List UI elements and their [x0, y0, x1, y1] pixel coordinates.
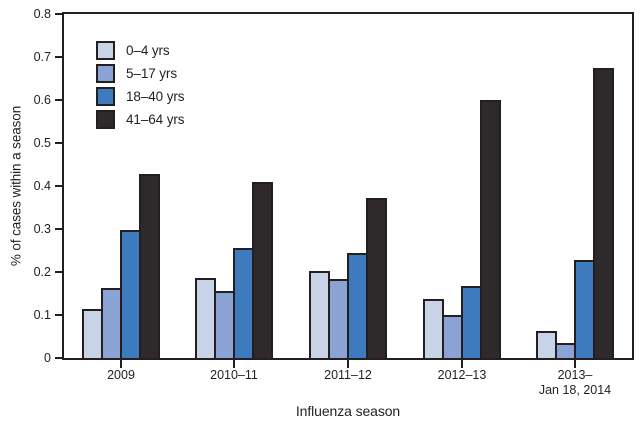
y-tick-label: 0.3 [33, 222, 51, 236]
y-tick-label: 0.5 [33, 136, 51, 150]
bar [593, 68, 614, 358]
x-tick [574, 360, 576, 368]
bar [252, 182, 273, 358]
x-tick-label: 2013– Jan 18, 2014 [538, 368, 612, 397]
y-tick [55, 357, 62, 359]
legend-label: 18–40 yrs [126, 89, 185, 104]
x-tick-label: 2012–13 [437, 368, 487, 382]
bar [574, 260, 595, 358]
y-tick [55, 56, 62, 58]
bar [461, 286, 482, 358]
bar-group [536, 68, 614, 358]
legend-label: 0–4 yrs [126, 43, 170, 58]
bar [233, 248, 254, 358]
y-tick [55, 228, 62, 230]
y-tick [55, 13, 62, 15]
x-tick-label: 2010–11 [210, 368, 258, 382]
bar [214, 291, 235, 358]
legend-swatch [96, 41, 115, 60]
y-tick-label: 0.1 [33, 308, 51, 322]
bar [120, 230, 141, 358]
legend-label: 5–17 yrs [126, 66, 177, 81]
y-tick [55, 99, 62, 101]
bar [442, 315, 463, 358]
y-tick-label: 0.8 [33, 7, 51, 21]
legend-item: 0–4 yrs [96, 41, 184, 60]
y-tick [55, 314, 62, 316]
legend-item: 18–40 yrs [96, 87, 184, 106]
bar [555, 343, 576, 358]
bar [347, 253, 368, 358]
x-tick [461, 360, 463, 368]
x-tick-label: 2011–12 [324, 368, 372, 382]
plot-area: 0–4 yrs 5–17 yrs 18–40 yrs 41–64 yrs 0 0.1 0.… [34, 7, 634, 397]
y-tick [55, 142, 62, 144]
bar [82, 309, 103, 358]
legend-item: 5–17 yrs [96, 64, 184, 83]
y-tick [55, 185, 62, 187]
y-tick-label: 0.6 [33, 93, 51, 107]
x-tick [233, 360, 235, 368]
bar [366, 198, 387, 358]
bar-group [195, 182, 273, 358]
bar [309, 271, 330, 358]
bar-group [309, 198, 387, 358]
x-axis-title: Influenza season [295, 403, 401, 419]
legend-item: 41–64 yrs [96, 110, 184, 129]
bar-group [82, 174, 160, 358]
y-tick-label: 0.2 [33, 265, 51, 279]
x-tick [347, 360, 349, 368]
y-tick-label: 0 [44, 351, 51, 365]
legend-swatch [96, 64, 115, 83]
legend-swatch [96, 87, 115, 106]
x-tick-label: 2009 [107, 368, 135, 382]
bar [195, 278, 216, 358]
legend-label: 41–64 yrs [126, 112, 185, 127]
bar [536, 331, 557, 358]
bar [328, 279, 349, 358]
y-tick-label: 0.7 [33, 50, 51, 64]
y-tick-label: 0.4 [33, 179, 51, 193]
bar [480, 100, 501, 358]
x-tick [120, 360, 122, 368]
legend: 0–4 yrs 5–17 yrs 18–40 yrs 41–64 yrs [96, 41, 184, 133]
bar [139, 174, 160, 358]
bar [423, 299, 444, 358]
bar-group [423, 100, 501, 358]
y-tick [55, 271, 62, 273]
bar [101, 288, 122, 358]
legend-swatch [96, 110, 115, 129]
